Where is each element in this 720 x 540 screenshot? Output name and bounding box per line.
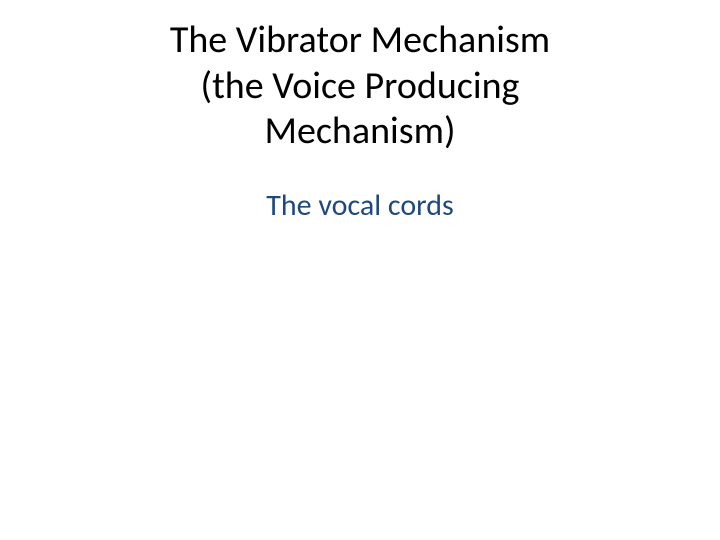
slide-title: The Vibrator Mechanism (the Voice Produc…: [170, 18, 550, 155]
title-line-1: The Vibrator Mechanism: [170, 18, 550, 64]
slide-subtitle: The vocal cords: [266, 187, 453, 224]
title-line-2: (the Voice Producing: [170, 64, 550, 110]
slide-container: The Vibrator Mechanism (the Voice Produc…: [0, 0, 720, 540]
title-line-3: Mechanism): [170, 109, 550, 155]
